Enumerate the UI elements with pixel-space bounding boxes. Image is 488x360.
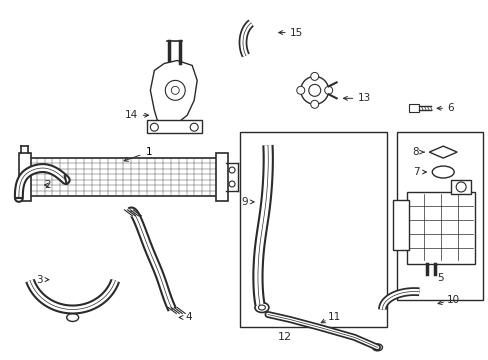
Text: 11: 11	[327, 312, 340, 323]
Text: 3: 3	[36, 275, 42, 285]
Circle shape	[228, 181, 235, 187]
Text: 2: 2	[44, 180, 51, 190]
Bar	[450, 180, 470, 194]
Circle shape	[165, 80, 185, 100]
Text: 1: 1	[124, 147, 152, 161]
Bar	[216, 153, 227, 201]
Text: 5: 5	[436, 273, 443, 283]
Circle shape	[300, 76, 328, 104]
Ellipse shape	[66, 314, 79, 321]
Text: 12: 12	[277, 332, 291, 342]
Circle shape	[310, 72, 318, 80]
Bar	[29, 158, 218, 196]
Circle shape	[310, 100, 318, 108]
Bar	[19, 153, 31, 201]
Bar	[408, 104, 419, 112]
Bar	[393, 200, 408, 250]
Bar	[407, 192, 474, 264]
Text: 14: 14	[125, 110, 138, 120]
Ellipse shape	[254, 302, 268, 312]
Circle shape	[324, 86, 332, 94]
Circle shape	[150, 123, 158, 131]
Ellipse shape	[258, 305, 265, 310]
Text: 10: 10	[447, 294, 459, 305]
Circle shape	[171, 86, 179, 94]
Text: 9: 9	[241, 197, 247, 207]
Text: 6: 6	[447, 103, 453, 113]
Circle shape	[296, 86, 304, 94]
Circle shape	[308, 84, 320, 96]
Text: 13: 13	[357, 93, 370, 103]
Bar	[240, 132, 386, 328]
Bar	[397, 132, 482, 300]
Text: 7: 7	[412, 167, 419, 177]
Text: 8: 8	[412, 147, 419, 157]
Circle shape	[228, 167, 235, 173]
Ellipse shape	[431, 166, 453, 178]
Circle shape	[455, 182, 465, 192]
Ellipse shape	[372, 344, 382, 351]
Polygon shape	[150, 60, 197, 125]
Circle shape	[190, 123, 198, 131]
Text: 15: 15	[289, 28, 303, 37]
Polygon shape	[147, 120, 202, 133]
Text: 4: 4	[185, 312, 191, 323]
Polygon shape	[428, 146, 456, 158]
